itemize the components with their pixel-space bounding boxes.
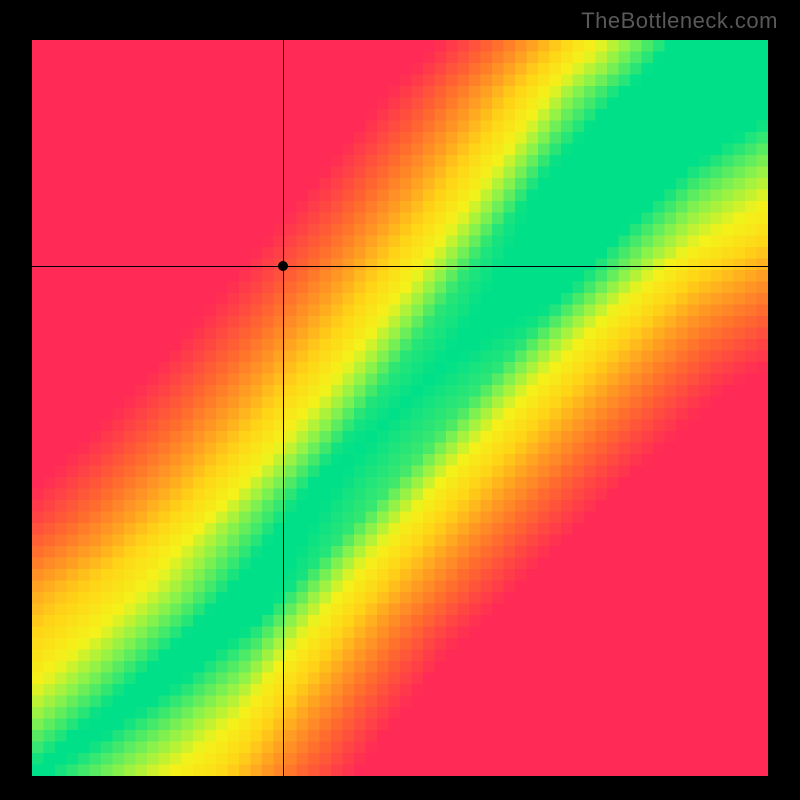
crosshair-horizontal <box>32 266 768 267</box>
watermark-text: TheBottleneck.com <box>581 8 778 34</box>
heatmap-canvas <box>32 40 768 776</box>
crosshair-point <box>278 261 288 271</box>
crosshair-vertical <box>283 40 284 776</box>
heatmap-plot <box>32 40 768 776</box>
